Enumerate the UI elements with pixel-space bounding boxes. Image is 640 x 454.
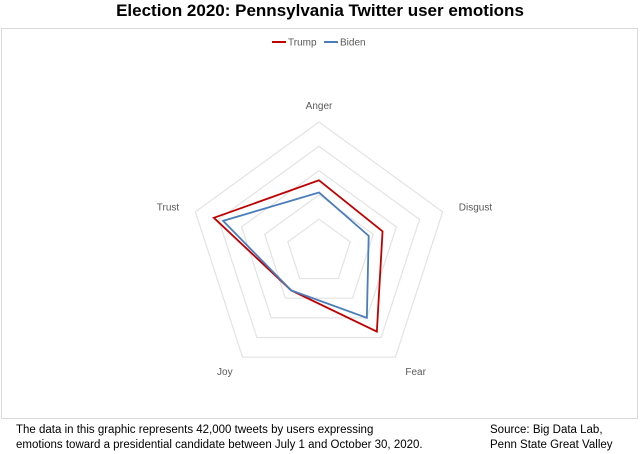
- chart-frame: [1, 28, 638, 419]
- grid-ring-5: [194, 121, 444, 358]
- series-trump-line: [212, 179, 384, 334]
- grid-ring-1: [287, 218, 351, 280]
- axis-label-joy: Joy: [217, 367, 233, 378]
- data-note-line-2: emotions toward a presidential candidate…: [16, 439, 423, 451]
- source-credit-line-1: Source: Big Data Lab,: [490, 424, 603, 436]
- radar-series-layer: [212, 179, 384, 334]
- grid-ring-4: [217, 145, 421, 339]
- source-credit-line-2: Penn State Great Valley: [490, 439, 613, 451]
- chart-title: Election 2020: Pennsylvania Twitter user…: [116, 1, 524, 20]
- radar-grid: [194, 121, 444, 358]
- axis-label-fear: Fear: [405, 367, 426, 378]
- data-note: The data in this graphic represents 42,0…: [16, 423, 476, 453]
- data-note-line-1: The data in this graphic represents 42,0…: [16, 424, 374, 436]
- source-credit: Source: Big Data Lab, Penn State Great V…: [490, 423, 640, 453]
- legend-label-biden: Biden: [340, 38, 366, 49]
- grid-ring-3: [240, 169, 398, 319]
- legend-label-trump: Trump: [288, 38, 317, 49]
- series-biden-line: [221, 191, 370, 320]
- radar-axis-labels: Anger Disgust Fear Joy Trust: [157, 101, 493, 378]
- chart-legend: Trump Biden: [272, 38, 366, 49]
- grid-ring-2: [263, 194, 375, 299]
- axis-label-trust: Trust: [157, 203, 180, 214]
- axis-label-disgust: Disgust: [459, 203, 493, 214]
- axis-label-anger: Anger: [306, 101, 333, 112]
